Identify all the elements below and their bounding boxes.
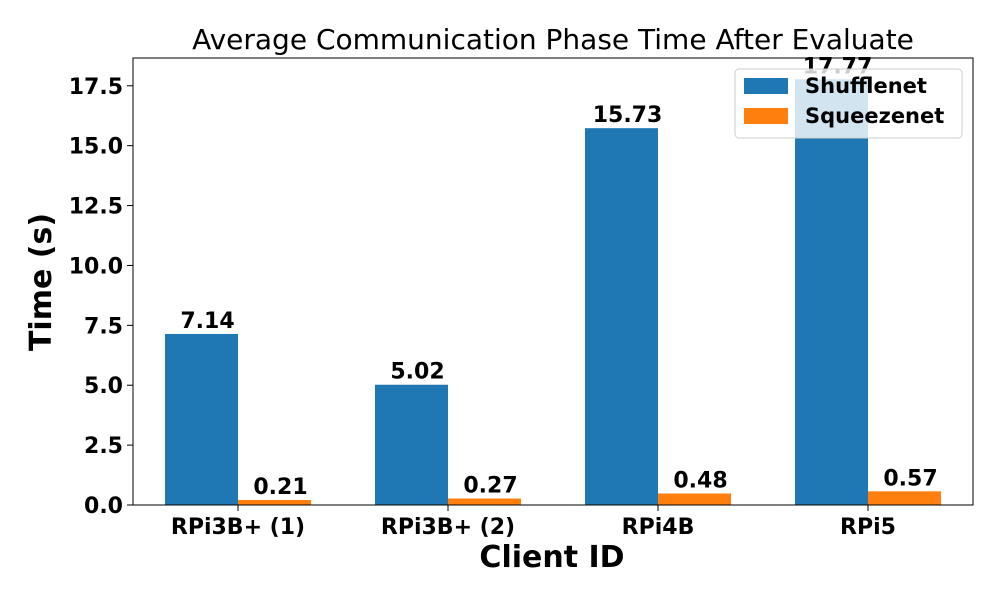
data-label-squeezenet-1: 0.27 — [463, 474, 517, 499]
x-tick-label: RPi3B+ (2) — [381, 515, 515, 540]
bar-squeezenet-2 — [658, 493, 731, 505]
y-tick-label: 10.0 — [69, 254, 123, 279]
data-label-squeezenet-2: 0.48 — [673, 469, 727, 494]
legend: Shufflenet Squeezenet — [734, 68, 963, 139]
x-tick-label: RPi4B — [622, 515, 695, 540]
y-axis-label: Time (s) — [24, 213, 59, 351]
legend-swatch-squeezenet — [744, 108, 788, 124]
data-label-squeezenet-0: 0.21 — [253, 475, 307, 500]
bar-shufflenet-1 — [375, 384, 448, 505]
bar-shufflenet-0 — [165, 333, 238, 505]
bar-shufflenet-3 — [795, 79, 868, 505]
y-tick-label: 15.0 — [69, 135, 123, 160]
x-axis-label: Client ID — [479, 540, 624, 575]
legend-frame — [734, 68, 963, 139]
y-tick-label: 17.5 — [69, 75, 123, 100]
chart-title: Average Communication Phase Time After E… — [192, 23, 914, 56]
legend-label-shufflenet: Shufflenet — [805, 74, 927, 98]
legend-label-squeezenet: Squeezenet — [805, 104, 944, 128]
x-tick-label: RPi3B+ (1) — [171, 515, 305, 540]
y-axis: 0.0 2.5 5.0 7.5 10.0 12.5 15.0 17.5 — [69, 75, 133, 519]
plot-frame — [132, 57, 974, 506]
x-axis: RPi3B+ (1) RPi3B+ (2) RPi4B RPi5 — [171, 505, 896, 540]
data-label-shufflenet-2: 15.73 — [593, 103, 663, 128]
data-label-shufflenet-0: 7.14 — [180, 309, 234, 334]
bar-squeezenet-0 — [238, 499, 311, 505]
legend-swatch-shufflenet — [744, 78, 788, 94]
y-tick-label: 2.5 — [84, 434, 123, 459]
data-label-squeezenet-3: 0.57 — [883, 466, 937, 491]
bar-shufflenet-2 — [585, 128, 658, 505]
y-tick-label: 12.5 — [69, 195, 123, 220]
y-tick-label: 5.0 — [84, 374, 123, 399]
bar-squeezenet-1 — [448, 498, 521, 505]
data-label-shufflenet-1: 5.02 — [390, 360, 444, 385]
y-tick-label: 7.5 — [84, 314, 123, 339]
bar-squeezenet-3 — [868, 491, 941, 505]
x-tick-label: RPi5 — [840, 515, 896, 540]
y-tick-label: 0.0 — [84, 494, 123, 519]
bars-group — [165, 79, 941, 505]
